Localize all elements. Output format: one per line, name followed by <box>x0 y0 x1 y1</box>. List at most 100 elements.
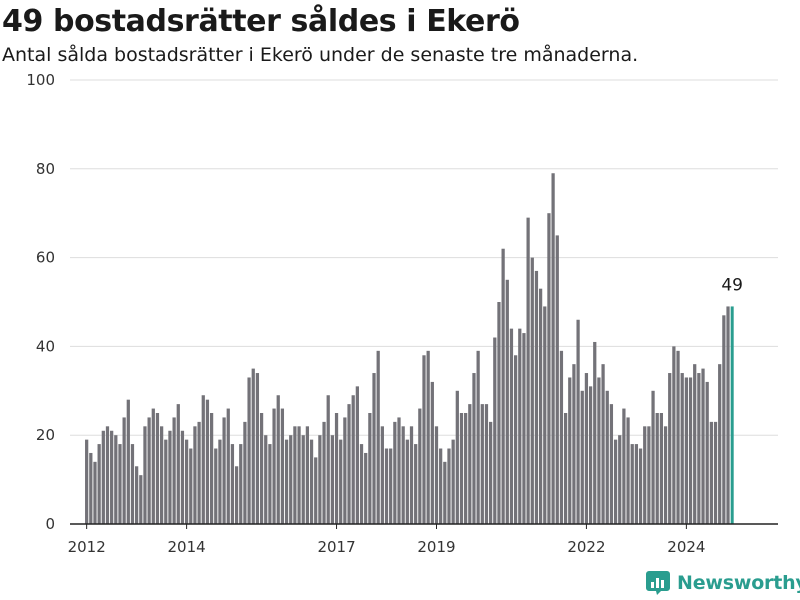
bar <box>297 426 301 524</box>
bar <box>630 444 634 524</box>
bar <box>255 373 260 524</box>
bar <box>280 408 285 524</box>
bar <box>197 421 201 524</box>
bar <box>484 404 489 524</box>
bar <box>176 404 180 524</box>
newsworthy-brand[interactable]: Newsworthy <box>645 570 800 596</box>
y-tick-label: 40 <box>36 337 55 355</box>
bar <box>193 426 197 524</box>
bar <box>480 404 484 524</box>
bar <box>509 328 514 524</box>
bar <box>422 355 426 524</box>
bar <box>168 430 172 524</box>
bar <box>522 333 526 524</box>
bar <box>309 439 314 524</box>
y-tick-label: 60 <box>36 249 55 267</box>
bar <box>705 381 709 524</box>
bar <box>655 413 659 524</box>
bar <box>114 435 118 524</box>
brand-name: Newsworthy <box>677 572 800 594</box>
data-labels: 49 <box>721 275 743 295</box>
bar <box>101 430 105 524</box>
bar <box>563 413 568 524</box>
bar <box>534 270 539 524</box>
data-label: 49 <box>721 275 743 295</box>
bar <box>505 279 509 524</box>
bar <box>526 217 530 524</box>
bar <box>389 448 393 524</box>
bar <box>443 461 447 524</box>
bar <box>247 377 251 524</box>
bar <box>343 417 347 524</box>
bar <box>597 377 601 524</box>
bar <box>89 452 93 524</box>
bar <box>393 421 397 524</box>
bar <box>538 288 543 524</box>
bar <box>130 444 135 524</box>
bar <box>322 421 326 524</box>
x-tick-label: 2012 <box>68 538 106 556</box>
y-tick-label: 20 <box>36 426 55 444</box>
bar <box>701 368 705 524</box>
bars <box>85 173 734 525</box>
bar <box>455 390 459 524</box>
bar <box>580 390 584 524</box>
x-tick-label: 2024 <box>667 538 705 556</box>
bar <box>530 257 534 524</box>
bar <box>722 315 726 524</box>
bar <box>359 444 364 524</box>
bar <box>638 448 643 524</box>
bar <box>205 399 210 524</box>
bar <box>318 435 322 524</box>
bar <box>147 417 151 524</box>
bar <box>555 235 559 524</box>
bar <box>447 448 451 524</box>
bar <box>659 413 664 524</box>
x-tick-label: 2019 <box>417 538 455 556</box>
bar <box>489 421 493 524</box>
bar <box>409 426 414 524</box>
bar <box>451 439 455 524</box>
y-axis: 0 20 40 60 80 100 <box>26 71 55 533</box>
bar <box>588 386 593 524</box>
bar <box>572 364 576 524</box>
chart-title: 49 bostadsrätter såldes i Ekerö <box>2 4 520 39</box>
bar <box>726 306 730 524</box>
bar <box>401 426 405 524</box>
bar <box>234 466 239 524</box>
bar <box>493 337 497 524</box>
bar <box>259 413 264 524</box>
bar <box>326 395 330 524</box>
bar <box>151 408 155 524</box>
bar <box>180 430 185 524</box>
bar <box>518 328 522 524</box>
bar <box>414 444 418 524</box>
bar <box>226 408 230 524</box>
bar <box>634 444 639 524</box>
bar <box>264 435 268 524</box>
bar <box>547 213 551 524</box>
bar <box>593 341 597 524</box>
bar <box>380 426 384 524</box>
bar <box>339 439 343 524</box>
bar <box>126 399 130 524</box>
bar <box>397 417 401 524</box>
bar <box>93 461 97 524</box>
bar <box>405 439 409 524</box>
bar <box>301 435 305 524</box>
bar <box>272 408 276 524</box>
x-axis: 2012 2014 2017 2019 2022 2024 <box>68 523 778 556</box>
bar <box>172 417 176 524</box>
bar <box>201 395 205 524</box>
bar <box>368 413 372 524</box>
bar <box>513 355 518 524</box>
bar <box>143 426 147 524</box>
bar <box>601 364 605 524</box>
bar <box>376 350 380 524</box>
bar <box>568 377 572 524</box>
highlight-bar <box>730 306 734 524</box>
bar <box>643 426 647 524</box>
bar <box>459 413 464 524</box>
bar <box>672 346 676 524</box>
bar <box>384 448 389 524</box>
